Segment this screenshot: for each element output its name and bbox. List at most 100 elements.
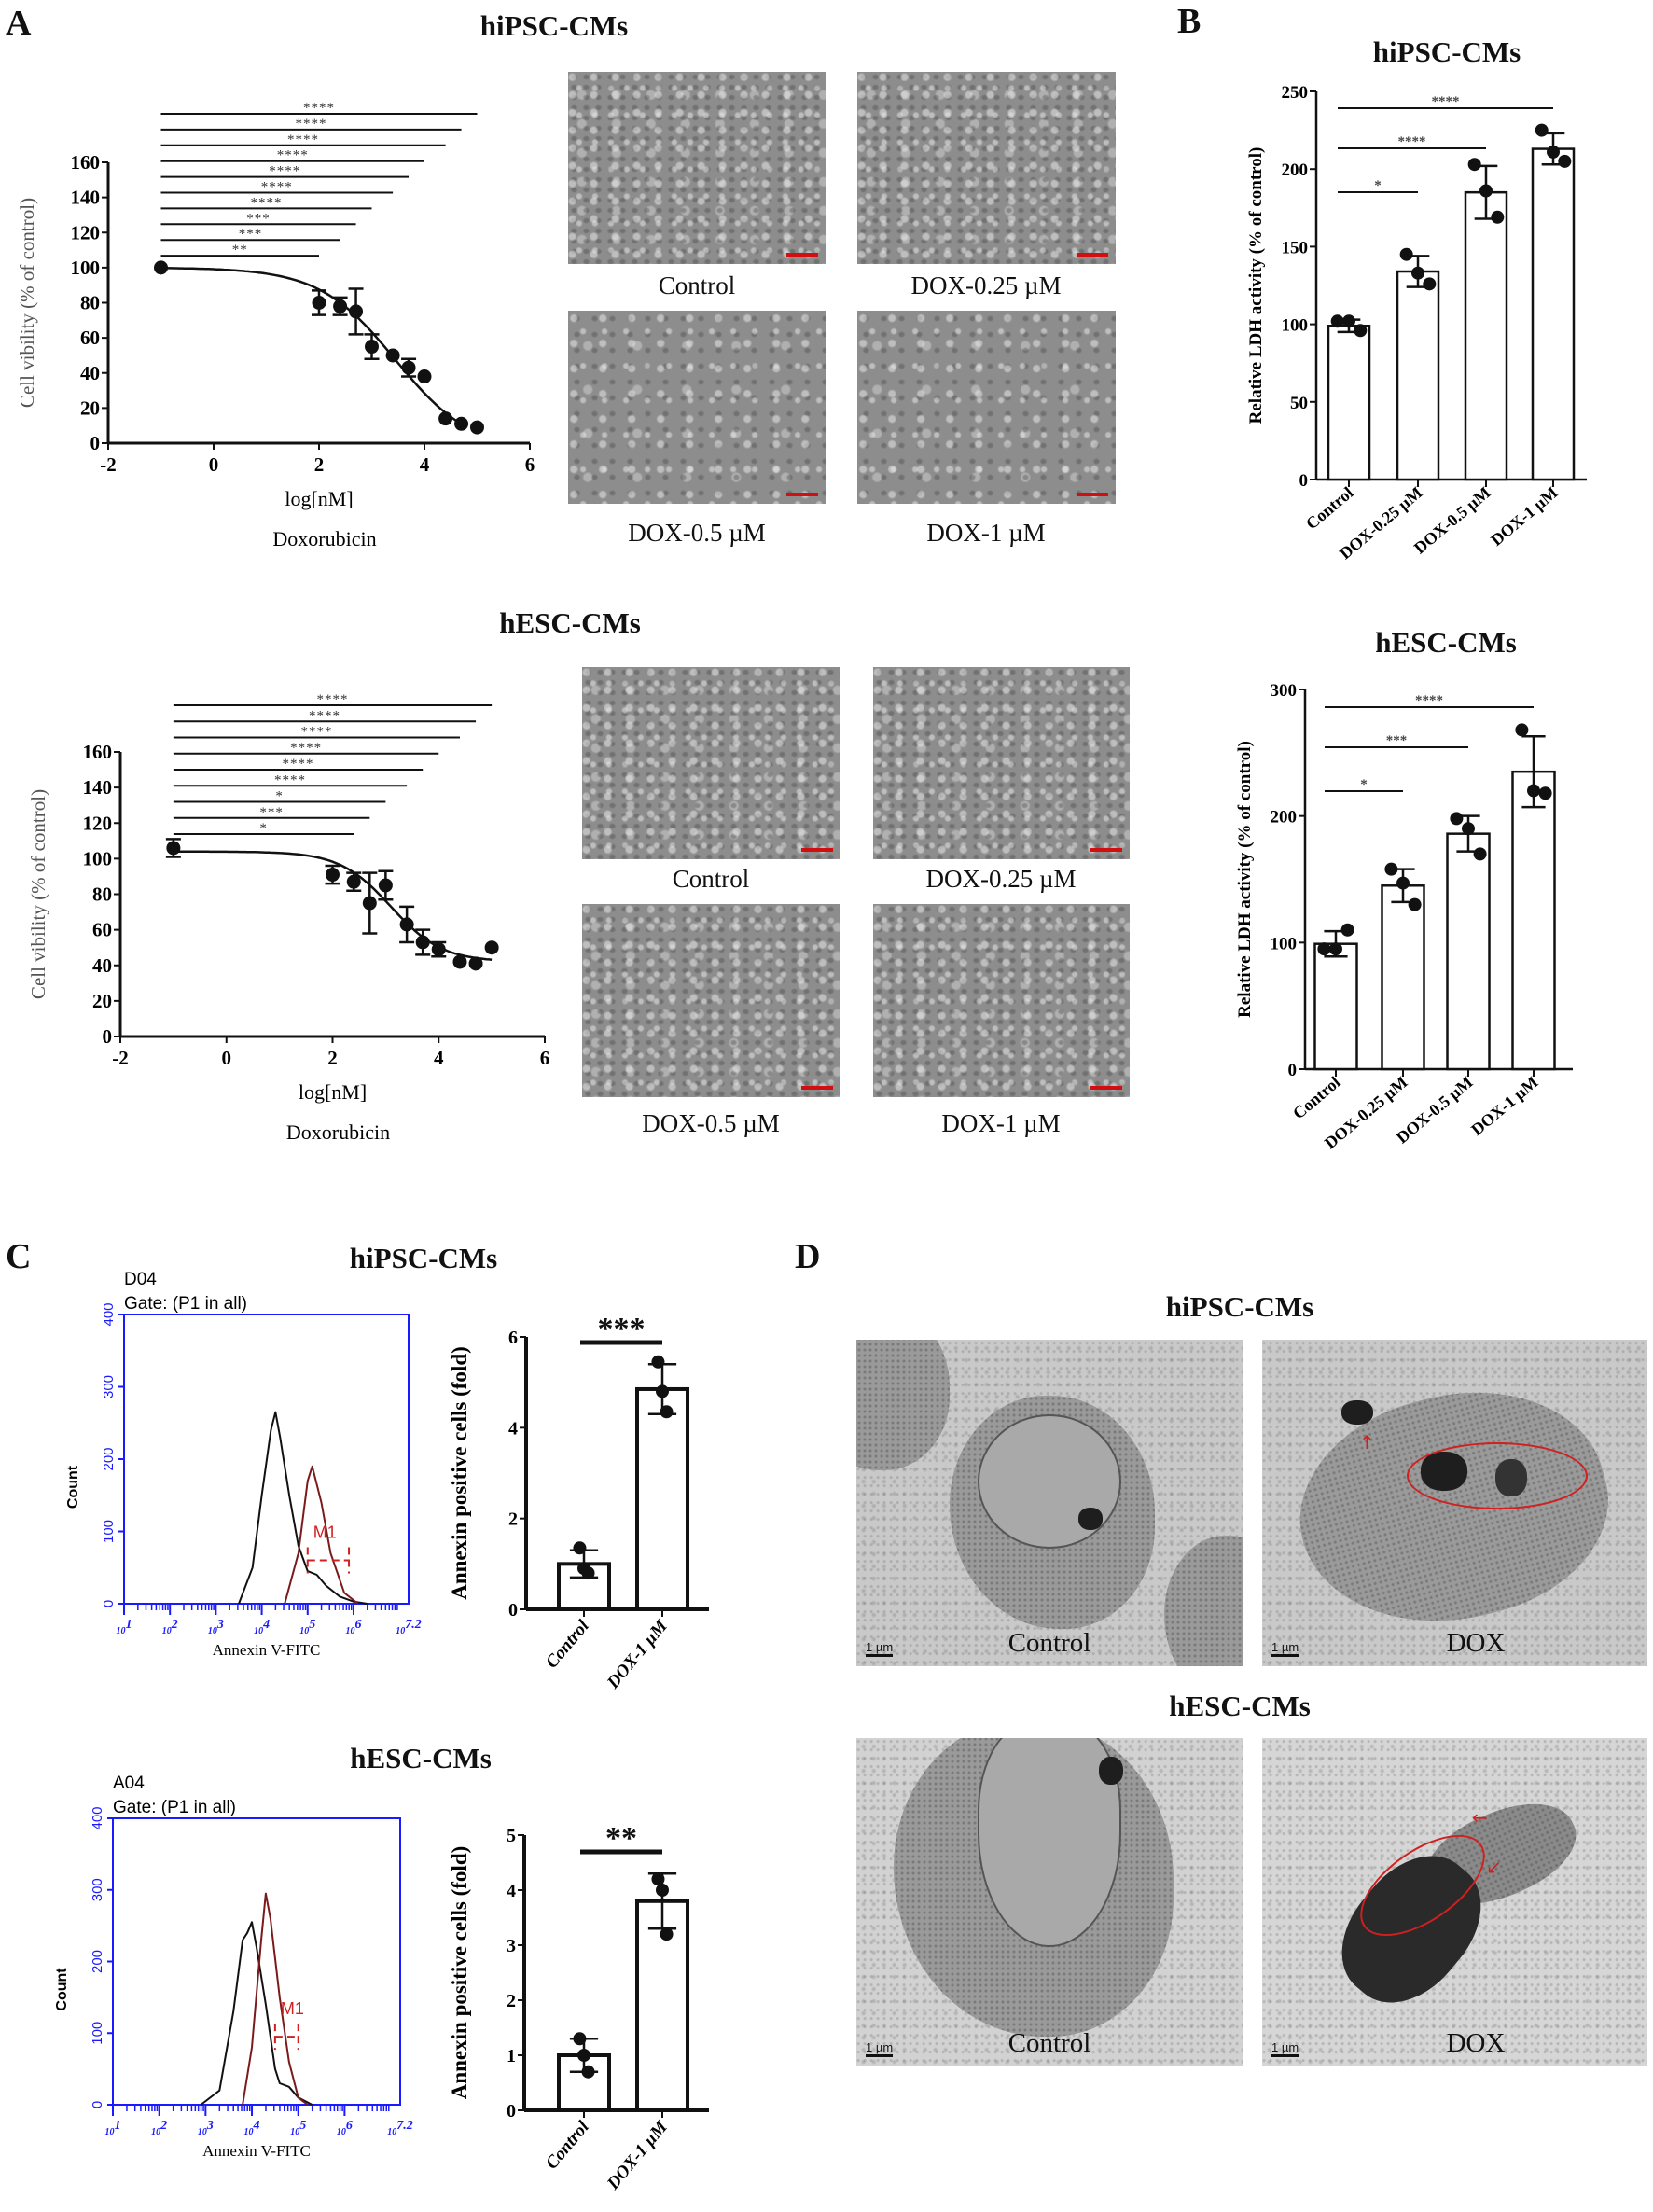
replicate-point [581, 1566, 595, 1580]
x-tick-label: -2 [100, 453, 117, 476]
panel-label-b: B [1177, 2, 1202, 41]
data-point [484, 940, 499, 955]
x-category-label: DOX-1 µM [603, 1616, 672, 1693]
x-tick-exponent: 7.2 [405, 1618, 422, 1632]
caption-hipsc-dox-1: DOX-1 µM [926, 519, 1046, 547]
y-tick-label: 1 [507, 2046, 516, 2066]
bar-chart-5: 0 2 4 6 Control DOX-1 µM *** Annexin positive c… [448, 1312, 709, 1693]
caption-hipsc-dox-0-25: DOX-0.25 µM [910, 271, 1062, 299]
significance-label: *** [239, 227, 263, 242]
x-tick-label: 102 [162, 1618, 178, 1636]
x-tick-exponent: 1 [115, 2119, 121, 2133]
y-tick-label: 20 [80, 396, 100, 419]
y-tick-label: 0 [90, 432, 101, 454]
micrograph-hipsc-control [568, 72, 826, 264]
replicate-point [1450, 812, 1464, 826]
x-axis-sublabel: Doxorubicin [272, 527, 376, 550]
data-point [154, 260, 168, 275]
y-axis-label: Relative LDH activity (% of control) [1246, 147, 1266, 424]
significance-label: **** [261, 180, 293, 195]
data-point [346, 874, 361, 889]
bar [1327, 325, 1371, 481]
x-tick-label: 105 [299, 1618, 315, 1636]
replicate-point [1399, 247, 1413, 261]
scale-bar [786, 253, 818, 257]
significance-label: **** [303, 101, 335, 116]
y-tick-label: 0 [90, 2101, 105, 2108]
gate-label: Gate: (P1 in all) [124, 1294, 247, 1314]
panel-label-c: C [6, 1237, 32, 1276]
y-tick-label: 80 [92, 883, 112, 906]
x-tick-label: 107.2 [387, 2119, 413, 2137]
scale-bar [1077, 253, 1108, 257]
scale-bar-1um: 1 µm [866, 1641, 894, 1657]
y-tick-label: 4 [507, 1881, 516, 1901]
sample-id: D04 [124, 1270, 157, 1289]
data-point [399, 917, 414, 932]
x-category-label: Control [1302, 483, 1357, 534]
caption-hesc-dox-0-25: DOX-0.25 µM [925, 865, 1077, 893]
scale-bar [1090, 1086, 1122, 1090]
significance-label: **** [290, 741, 322, 756]
x-tick-label: 101 [117, 1618, 132, 1636]
y-tick-label: 140 [71, 187, 101, 209]
x-tick-label: 6 [540, 1047, 550, 1069]
replicate-point [581, 2065, 595, 2079]
y-tick-label: 400 [90, 1806, 105, 1829]
sample-id: A04 [113, 1774, 145, 1793]
y-tick-label: 0 [101, 1600, 117, 1607]
y-tick-label: 200 [90, 1950, 105, 1973]
marker-label: M1 [281, 1999, 304, 2018]
nucleus [978, 1738, 1121, 1947]
dense-body [1099, 1757, 1123, 1785]
y-tick-label: 100 [83, 847, 113, 869]
x-axis-sublabel: Doxorubicin [286, 1120, 390, 1144]
replicate-point [656, 1384, 669, 1398]
tem-hesc-control: Control 1 µm [856, 1738, 1243, 2066]
dox-histogram [284, 1465, 359, 1605]
replicate-point [1473, 847, 1487, 861]
panel-b-title-hesc: hESC-CMs [1375, 626, 1517, 659]
replicate-point [1479, 184, 1493, 198]
y-tick-label: 5 [507, 1826, 516, 1846]
y-tick-label: 40 [92, 954, 112, 977]
significance-label: * [1374, 178, 1382, 193]
tem-label-control: Control [1007, 1628, 1091, 1658]
replicate-point [656, 1884, 669, 1897]
y-tick-label: 6 [508, 1328, 518, 1348]
bar [1511, 770, 1556, 1071]
y-axis-label: Cell vibility (% of control) [16, 198, 38, 408]
data-point [349, 304, 364, 319]
y-tick-label: 200 [101, 1447, 117, 1470]
replicate-point [1547, 145, 1560, 159]
x-tick-label: 0 [209, 453, 219, 476]
x-tick-label: 0 [222, 1047, 232, 1069]
nucleolus [1078, 1508, 1103, 1530]
bar [1381, 884, 1425, 1071]
y-axis-label: Annexin positive cells (fold) [448, 1346, 471, 1600]
y-tick-label: 300 [101, 1375, 117, 1398]
replicate-point [1527, 784, 1540, 798]
data-point [312, 296, 326, 310]
significance-label: **** [1415, 693, 1443, 708]
micrograph-hipsc-dox-0-25 [857, 72, 1116, 264]
caption-hipsc-dox-0-5: DOX-0.5 µM [628, 519, 766, 547]
x-tick-label: 4 [434, 1047, 444, 1069]
replicate-point [651, 1355, 665, 1369]
scale-bar [801, 848, 833, 852]
data-point [454, 416, 469, 431]
x-tick-exponent: 5 [309, 1618, 315, 1632]
gate-label: Gate: (P1 in all) [113, 1798, 236, 1817]
replicate-point [1462, 822, 1475, 836]
y-tick-label: 160 [71, 151, 101, 174]
control-histogram [200, 1921, 313, 2106]
significance-label: **** [309, 708, 340, 723]
x-tick-label: 2 [327, 1047, 338, 1069]
data-point [438, 411, 453, 426]
data-point [468, 956, 483, 971]
x-tick-exponent: 3 [206, 2119, 214, 2133]
y-tick-label: 100 [1271, 934, 1298, 953]
x-category-label: DOX-1 µM [1487, 483, 1561, 550]
